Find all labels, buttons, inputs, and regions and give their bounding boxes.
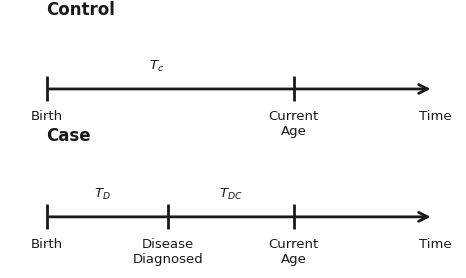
Text: Case: Case — [47, 126, 91, 145]
Text: Birth: Birth — [31, 238, 62, 251]
Text: Control: Control — [47, 1, 116, 19]
Text: $T_D$: $T_D$ — [94, 187, 111, 202]
Text: $T_c$: $T_c$ — [149, 59, 164, 74]
Text: Disease
Diagnosed: Disease Diagnosed — [132, 238, 203, 266]
Text: Time: Time — [419, 238, 452, 251]
Text: Current
Age: Current Age — [268, 238, 319, 266]
Text: Birth: Birth — [31, 110, 62, 123]
Text: Time: Time — [419, 110, 452, 123]
Text: $T_{DC}$: $T_{DC}$ — [219, 187, 242, 202]
Text: Current
Age: Current Age — [268, 110, 319, 138]
